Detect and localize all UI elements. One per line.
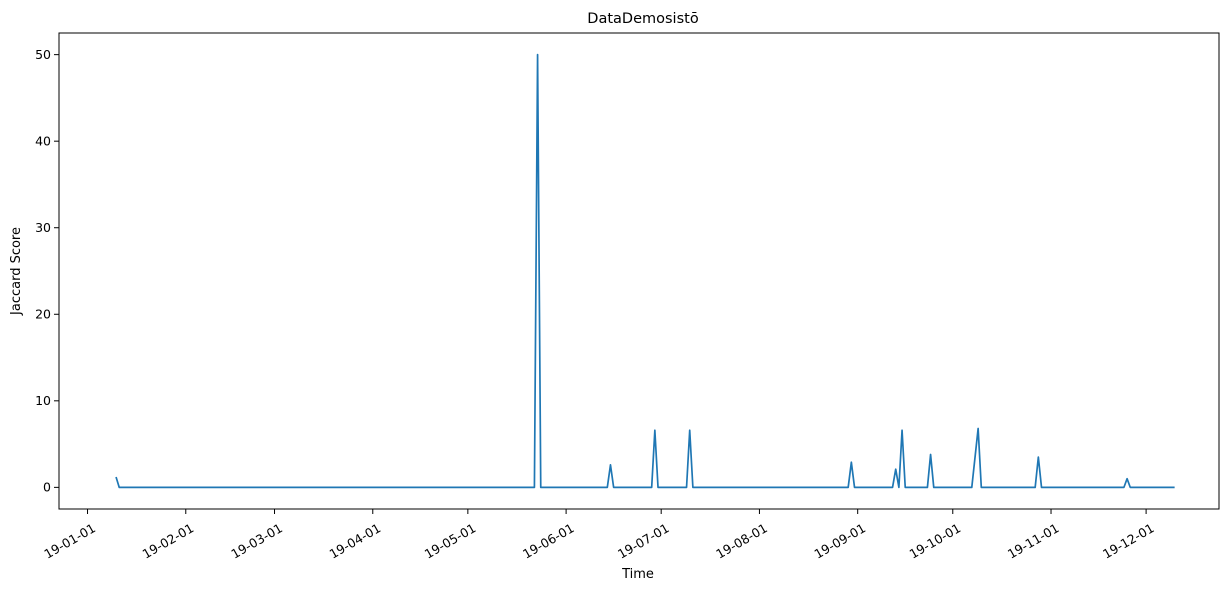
x-tick-label: 19-04-01 xyxy=(327,520,384,561)
x-tick-label: 19-06-01 xyxy=(520,520,577,561)
x-tick-label: 19-07-01 xyxy=(615,520,672,561)
x-tick-label: 19-05-01 xyxy=(422,520,479,561)
chart-title: DataDemosistō xyxy=(587,11,699,27)
x-tick-label: 19-02-01 xyxy=(140,520,197,561)
x-tick-label: 19-09-01 xyxy=(812,520,869,561)
y-tick-label: 30 xyxy=(35,220,51,235)
y-tick-label: 50 xyxy=(35,47,51,62)
x-tick-label: 19-10-01 xyxy=(907,520,964,561)
x-tick-label: 19-03-01 xyxy=(228,520,285,561)
series-line xyxy=(115,53,1175,489)
y-tick-label: 20 xyxy=(35,307,51,322)
x-tick-label: 19-01-01 xyxy=(41,520,98,561)
x-tick-label: 19-11-01 xyxy=(1005,520,1062,561)
x-tick-label: 19-12-01 xyxy=(1100,520,1157,561)
y-tick-label: 0 xyxy=(43,480,51,495)
x-tick-label: 19-08-01 xyxy=(713,520,770,561)
x-axis-label: Time xyxy=(621,567,654,582)
y-axis-label: Jaccard Score xyxy=(9,227,24,316)
plot-area xyxy=(58,32,1220,510)
y-axis: 0 10 20 30 40 50 xyxy=(35,47,59,495)
y-tick-label: 40 xyxy=(35,134,51,149)
plot-frame xyxy=(58,32,1220,510)
y-tick-label: 10 xyxy=(35,393,51,408)
x-axis: 19-01-01 19-02-01 19-03-01 19-04-01 19-05-01… xyxy=(41,509,1157,562)
